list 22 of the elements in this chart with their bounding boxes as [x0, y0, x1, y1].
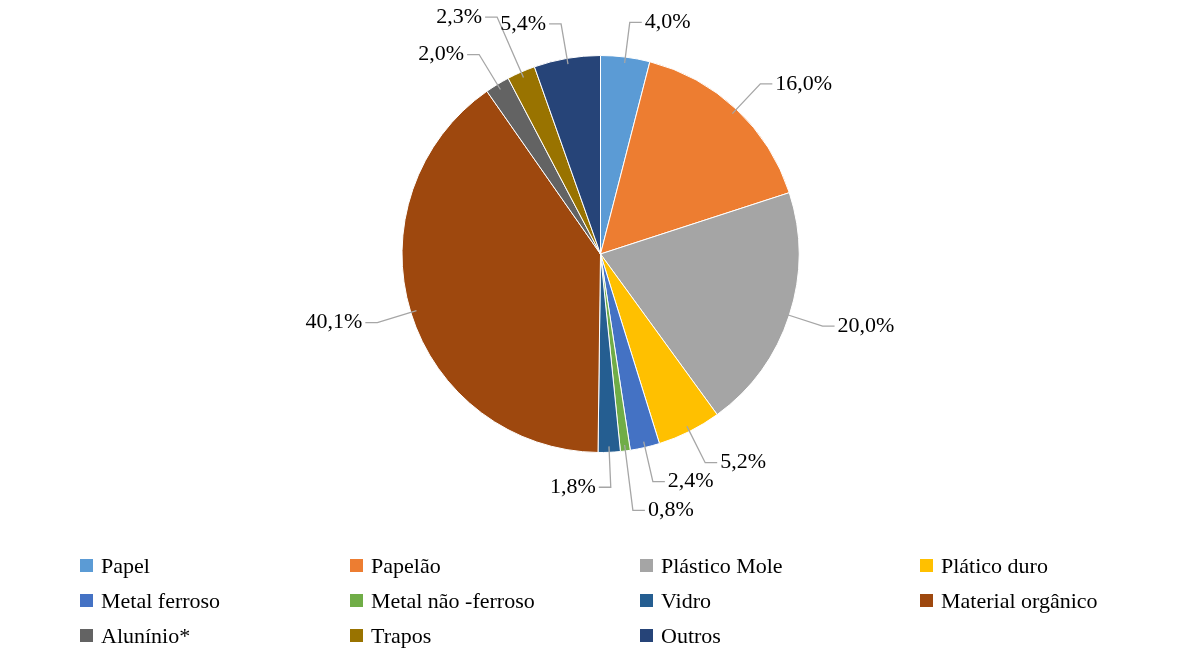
legend-label: Papelão: [371, 552, 441, 579]
legend-label: Material orgânico: [941, 587, 1098, 614]
legend-label: Outros: [661, 622, 721, 649]
legend-label: Plástico Mole: [661, 552, 783, 579]
data-label: 1,8%: [549, 473, 596, 499]
data-label: 16,0%: [775, 69, 833, 95]
data-label: 4,0%: [644, 8, 691, 34]
legend-label: Vidro: [661, 587, 712, 614]
legend-label: Alunínio*: [101, 622, 191, 649]
legend-label: Metal não -ferroso: [371, 587, 535, 614]
legend-label: Papel: [101, 552, 150, 579]
data-label: 2,0%: [418, 40, 465, 66]
data-label: 5,2%: [720, 448, 767, 474]
legend-label: Metal ferroso: [101, 587, 221, 614]
legend-label: Plático duro: [941, 552, 1048, 579]
data-label: 20,0%: [837, 311, 895, 337]
data-label: 40,1%: [305, 308, 363, 334]
data-label: 0,8%: [647, 496, 694, 522]
data-label: 2,4%: [667, 467, 714, 493]
data-label: 2,3%: [436, 2, 483, 28]
data-label: 5,4%: [500, 9, 547, 35]
legend-label: Trapos: [371, 622, 432, 649]
